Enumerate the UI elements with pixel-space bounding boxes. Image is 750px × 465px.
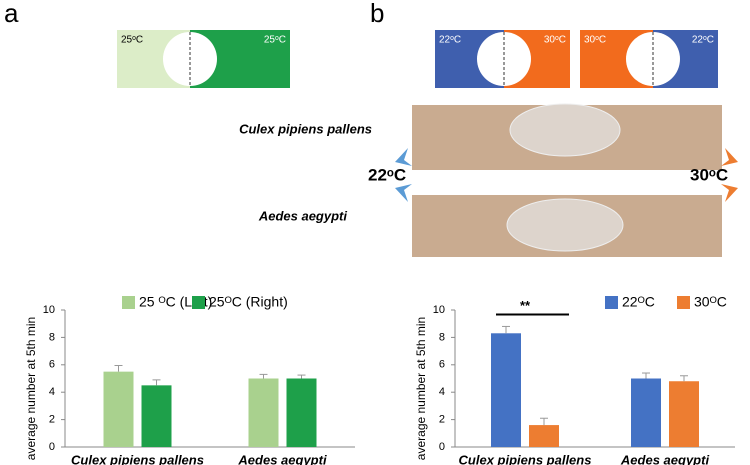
panel-label: a [4,0,19,28]
y-tick-label: 6 [49,359,55,371]
x-tick-label: Aedes aegypti [237,452,327,465]
photos: Culex pipiens pallens Aedes aegypti 22ᵒC… [239,103,738,257]
arrow [721,148,738,166]
bar [529,425,559,447]
bar [286,378,317,447]
bar [631,378,661,447]
annotation: ** [520,298,531,313]
bar [141,385,172,447]
temp-label: 30ᵒC [544,35,566,46]
temp-label: 25ᵒC [264,35,286,46]
legend-swatch [677,296,690,309]
bar [669,381,699,447]
temp-label: 22ᵒC [692,35,714,46]
y-tick-label: 8 [439,331,445,343]
dish [506,198,624,252]
arrow [721,184,738,202]
dish [509,103,621,157]
y-tick-label: 0 [439,441,445,453]
species-label: Aedes aegypti [258,208,348,223]
species-label: Culex pipiens pallens [239,121,372,136]
arrow [395,148,412,166]
legend-label: 30ᴼC [694,294,727,310]
y-tick-label: 10 [433,304,445,316]
x-tick-label: Aedes aegypti [620,452,710,465]
y-tick-label: 4 [439,386,445,398]
temp-label: 22ᵒC [439,35,461,46]
y-tick-label: 2 [439,414,445,426]
y-tick-label: 10 [43,304,55,316]
legend-swatch [192,296,205,309]
y-tick-label: 8 [49,331,55,343]
diagram-a: 25ᵒC 25ᵒC [117,30,290,88]
bar [248,378,279,447]
x-tick-label: Culex pipiens pallens [459,452,592,465]
temp-label: 30ᵒC [690,165,728,184]
temp-label: 30ᵒC [584,35,606,46]
bar [491,333,521,447]
y-axis-label: average number at 5th min [24,317,38,460]
legend-swatch [605,296,618,309]
legend-label: 22ᴼC [622,294,655,310]
legend-swatch [122,296,135,309]
x-tick-label: Culex pipiens pallens [71,452,204,465]
y-tick-label: 6 [439,359,445,371]
y-tick-label: 2 [49,414,55,426]
y-tick-label: 0 [49,441,55,453]
temp-label: 25ᵒC [121,35,143,46]
legend-label: 25ᴼC (Right) [209,294,288,310]
bar [103,371,134,447]
arrow [395,184,412,202]
panel-label: b [370,0,384,28]
diagram-b: 22ᵒC 30ᵒC 30ᵒC 22ᵒC [435,30,718,88]
y-tick-label: 4 [49,386,55,398]
temp-label: 22ᵒC [368,165,406,184]
y-axis-label: average number at 5th min [414,317,428,460]
